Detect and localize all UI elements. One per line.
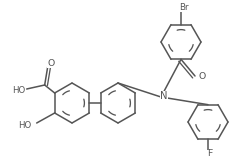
Text: F: F: [207, 149, 213, 159]
Text: Br: Br: [179, 3, 189, 12]
Text: O: O: [47, 59, 54, 68]
Text: HO: HO: [18, 121, 31, 131]
Text: HO: HO: [12, 85, 25, 95]
Text: O: O: [198, 72, 206, 80]
Text: N: N: [160, 91, 168, 101]
